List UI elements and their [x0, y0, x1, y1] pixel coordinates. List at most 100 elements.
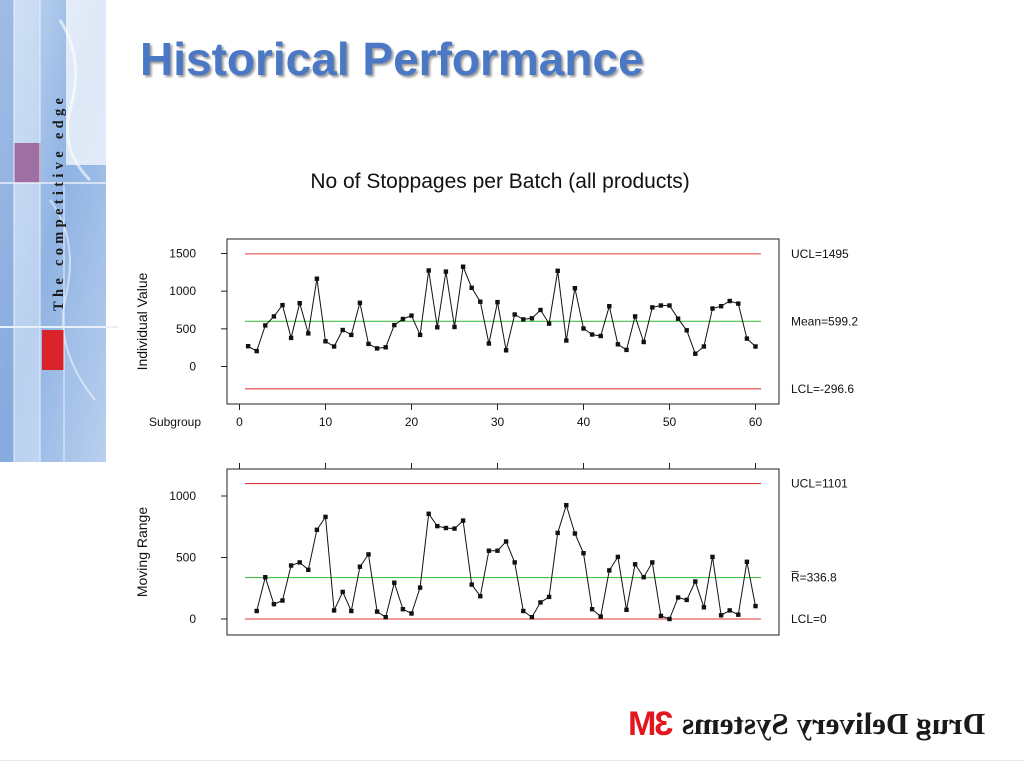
data-point: [607, 568, 612, 573]
data-point: [271, 314, 277, 319]
data-point: [486, 548, 492, 553]
data-point: [366, 552, 371, 557]
data-point: [383, 615, 388, 620]
data-point: [340, 589, 345, 595]
data-point: [400, 607, 406, 612]
data-point: [693, 579, 698, 584]
data-point: [340, 327, 345, 333]
data-point: [374, 346, 380, 351]
y-tick-label: 500: [176, 551, 196, 565]
page-title: Historical Performance: [140, 33, 644, 85]
data-point: [641, 339, 646, 345]
data-point: [417, 585, 423, 590]
data-point: [297, 301, 302, 306]
data-point: [443, 269, 449, 274]
reference-label-lcl: LCL=0: [791, 612, 827, 626]
x-tick-label: 30: [491, 415, 505, 429]
data-point: [478, 299, 483, 304]
data-point: [701, 344, 707, 349]
data-point: [650, 560, 655, 565]
x-tick-label: 50: [663, 415, 677, 429]
data-point: [546, 321, 552, 326]
data-point: [641, 575, 646, 580]
data-point: [469, 582, 474, 587]
data-point: [675, 316, 681, 321]
chart-title-text: No of Stoppages per Batch (all products): [310, 170, 690, 193]
data-point: [667, 616, 672, 622]
data-point: [426, 268, 431, 273]
y-tick-label: 0: [189, 612, 196, 626]
data-point: [374, 609, 380, 614]
data-point: [323, 339, 328, 344]
data-point: [529, 615, 535, 620]
data-point: [521, 317, 526, 322]
data-point: [452, 324, 457, 330]
data-point: [495, 299, 500, 305]
data-point: [469, 285, 474, 290]
y-axis-label: Individual Value: [134, 272, 150, 370]
data-point: [349, 332, 354, 338]
data-point: [684, 597, 689, 603]
data-point: [736, 612, 741, 617]
data-point: [718, 304, 724, 309]
data-point: [331, 608, 337, 613]
data-point: [314, 276, 320, 281]
data-point: [435, 523, 440, 529]
data-point: [581, 551, 586, 556]
reference-label-ucl: UCL=1495: [791, 247, 849, 261]
purple-square: [14, 143, 41, 183]
data-point: [538, 600, 543, 605]
sidebar-decoration: The competitive edge: [0, 0, 118, 462]
data-point: [460, 264, 466, 269]
data-point: [314, 527, 320, 532]
data-point: [736, 301, 741, 306]
data-point: [727, 298, 732, 304]
data-point: [555, 268, 560, 273]
x-tick-label: 20: [405, 415, 419, 429]
data-point: [349, 608, 354, 614]
data-point: [555, 530, 560, 536]
data-point: [280, 598, 285, 603]
y-axis-label: Moving Range: [134, 507, 150, 597]
data-point: [435, 325, 440, 330]
y-tick-label: 1000: [169, 284, 196, 298]
data-point: [564, 338, 569, 343]
moving-range-chart: 0 500 1000 Moving Range UCL=1101 R̅=336.8 LCL=…: [134, 463, 848, 636]
reference-label-lcl: LCL=-296.6: [791, 382, 854, 396]
data-point: [357, 300, 363, 305]
data-point: [572, 531, 578, 536]
data-point: [486, 341, 492, 346]
data-point: [684, 328, 689, 333]
data-point: [263, 323, 268, 328]
data-point: [598, 333, 603, 339]
data-point: [426, 511, 431, 516]
data-point: [753, 344, 758, 349]
data-point: [297, 560, 302, 565]
data-point: [383, 345, 388, 350]
data-point: [495, 548, 500, 553]
data-point: [658, 613, 664, 619]
data-point: [581, 326, 586, 331]
data-point: [718, 613, 724, 618]
data-point: [323, 514, 328, 520]
data-point: [589, 332, 595, 337]
data-point: [478, 594, 483, 599]
data-point: [572, 286, 578, 291]
reference-label-ucl: UCL=1101: [791, 477, 848, 491]
data-point: [658, 303, 664, 308]
data-point: [727, 608, 732, 613]
data-point: [546, 594, 552, 600]
y-tick-label: 1500: [169, 247, 196, 261]
data-point: [521, 608, 526, 614]
data-point: [503, 348, 509, 353]
data-point: [254, 348, 259, 354]
x-axis-label: Subgroup: [149, 415, 201, 429]
data-point: [400, 316, 406, 322]
data-point: [306, 567, 311, 572]
data-point: [693, 351, 698, 356]
data-point: [538, 307, 543, 313]
data-point: [632, 562, 638, 567]
data-point: [460, 518, 466, 523]
data-point: [667, 303, 672, 308]
